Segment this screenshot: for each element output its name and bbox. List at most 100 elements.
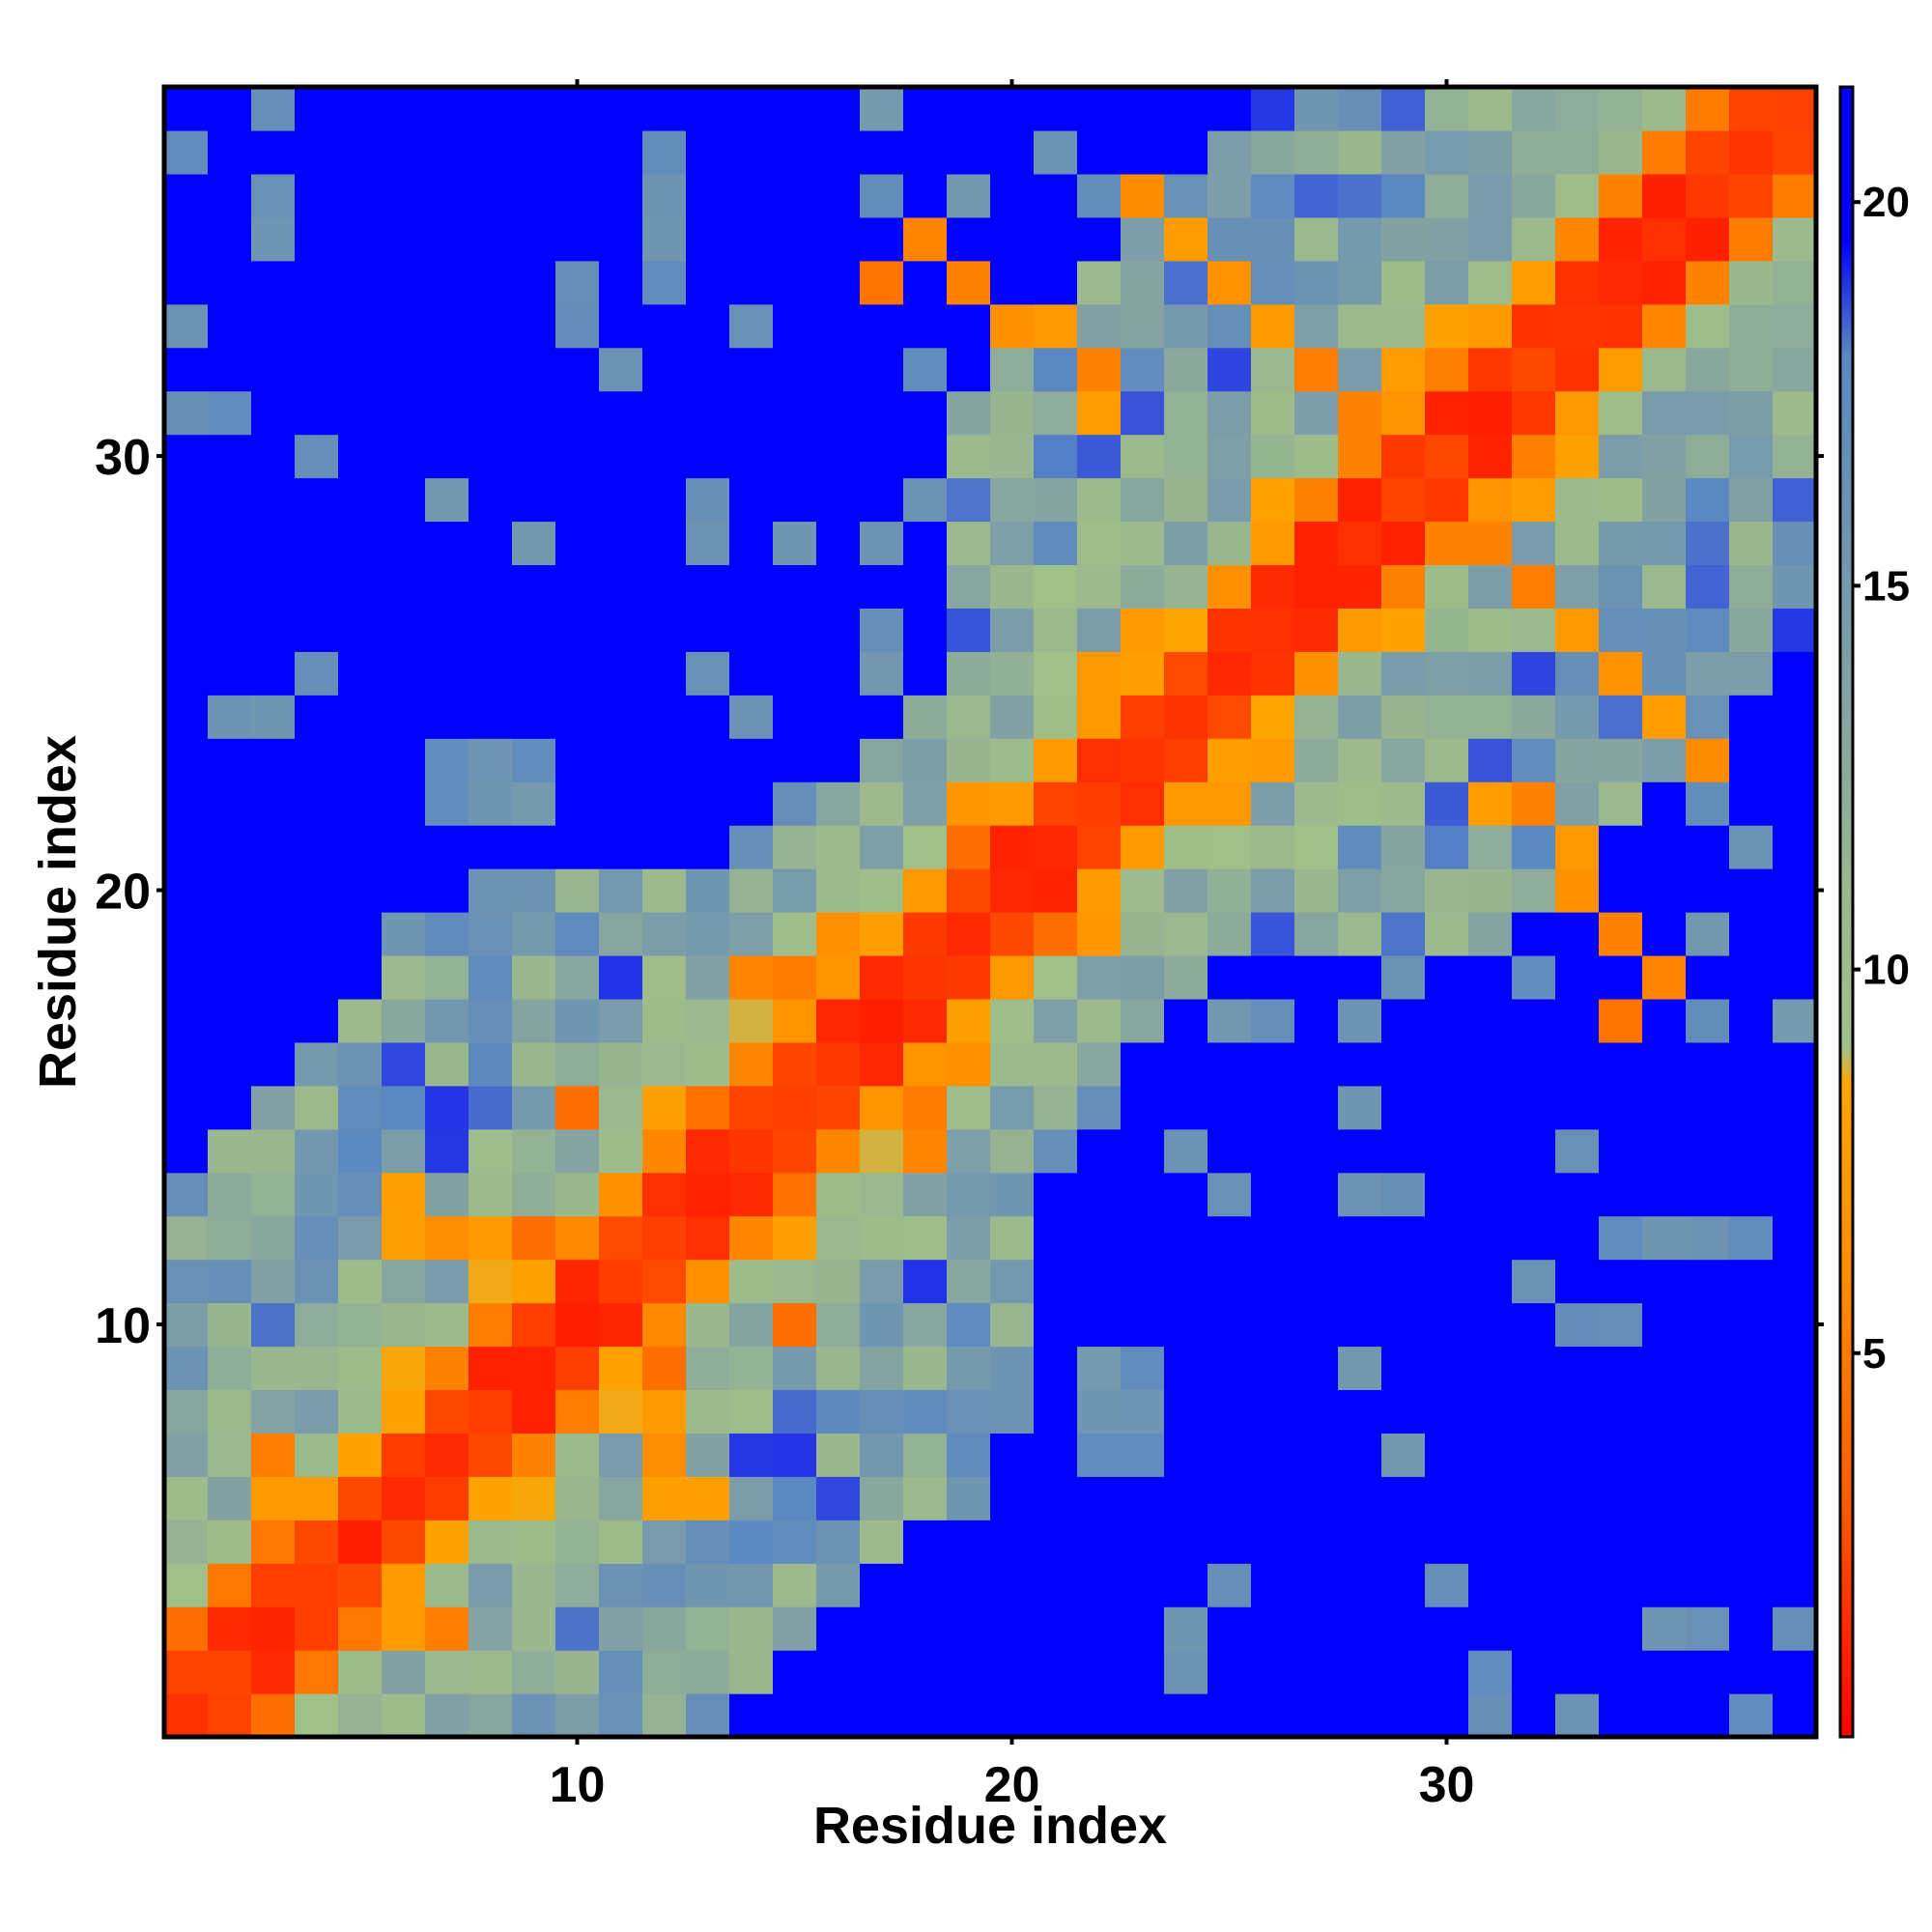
heatmap-cell xyxy=(469,1693,513,1738)
heatmap-cell xyxy=(1077,1476,1122,1520)
heatmap-cell xyxy=(816,1346,861,1391)
heatmap-cell xyxy=(816,1302,861,1348)
heatmap-cell xyxy=(1164,1128,1208,1174)
heatmap-cell xyxy=(1729,1693,1774,1738)
heatmap-cell xyxy=(816,216,861,262)
heatmap-cell xyxy=(1512,173,1556,218)
heatmap-cell xyxy=(1208,173,1252,218)
heatmap-cell xyxy=(208,1085,252,1130)
heatmap-cell xyxy=(773,347,817,392)
heatmap-cell xyxy=(555,868,600,913)
heatmap-cell xyxy=(1555,1346,1600,1391)
heatmap-cell xyxy=(1773,1520,1817,1564)
heatmap-cell xyxy=(990,260,1035,305)
heatmap-cell xyxy=(990,868,1035,913)
heatmap-cell xyxy=(990,825,1035,869)
heatmap-cell xyxy=(295,87,339,131)
heatmap-cell xyxy=(729,303,774,349)
heatmap-cell xyxy=(555,1215,600,1261)
heatmap-cell xyxy=(382,1085,426,1130)
heatmap-cell xyxy=(208,1433,252,1477)
heatmap-cell xyxy=(295,1215,339,1261)
heatmap-cell xyxy=(208,87,252,131)
heatmap-cell xyxy=(1468,87,1513,131)
heatmap-cell xyxy=(295,1606,339,1651)
heatmap-cell xyxy=(1338,954,1382,1000)
heatmap-cell xyxy=(1208,1215,1252,1261)
heatmap-cell xyxy=(208,1389,252,1434)
heatmap-cell xyxy=(208,1128,252,1174)
heatmap-cell xyxy=(1773,1128,1817,1174)
heatmap-cell xyxy=(1555,1041,1600,1087)
heatmap-cell xyxy=(382,87,426,131)
heatmap-cell xyxy=(425,1693,469,1738)
heatmap-cell xyxy=(208,1172,252,1217)
heatmap-cell xyxy=(555,1563,600,1607)
heatmap-cell xyxy=(947,1693,991,1738)
heatmap-cell xyxy=(1468,1389,1513,1434)
heatmap-cell xyxy=(599,1215,643,1261)
heatmap-cell xyxy=(1121,1128,1165,1174)
heatmap-cell xyxy=(382,1172,426,1217)
heatmap-cell xyxy=(599,129,643,175)
heatmap-cell xyxy=(1729,1302,1774,1348)
heatmap-cell xyxy=(1512,1389,1556,1434)
heatmap-cell xyxy=(1512,390,1556,436)
heatmap-cell xyxy=(1773,87,1817,131)
heatmap-cell xyxy=(469,954,513,1000)
heatmap-cell xyxy=(990,1650,1035,1694)
heatmap-cell xyxy=(1208,1650,1252,1694)
heatmap-cell xyxy=(338,390,383,436)
heatmap-cell xyxy=(599,1085,643,1130)
heatmap-cell xyxy=(599,651,643,696)
heatmap-cell xyxy=(1251,695,1295,739)
heatmap-cell xyxy=(1381,608,1426,652)
heatmap-cell xyxy=(1686,1433,1730,1477)
heatmap-cell xyxy=(295,912,339,956)
heatmap-cell xyxy=(1294,1302,1339,1348)
heatmap-cell xyxy=(773,216,817,262)
heatmap-cell xyxy=(1034,347,1078,392)
heatmap-cell xyxy=(164,434,209,479)
heatmap-cell xyxy=(860,651,904,696)
heatmap-cell xyxy=(555,1085,600,1130)
heatmap-cell xyxy=(1599,1346,1643,1391)
heatmap-cell xyxy=(1599,260,1643,305)
heatmap-cell xyxy=(1773,1346,1817,1391)
heatmap-cell xyxy=(425,954,469,1000)
heatmap-cell xyxy=(1338,521,1382,566)
heatmap-cell xyxy=(773,1563,817,1607)
heatmap-cell xyxy=(903,347,948,392)
heatmap-cell xyxy=(860,998,904,1043)
heatmap-cell xyxy=(1381,1433,1426,1477)
heatmap-cell xyxy=(1121,1259,1165,1304)
heatmap-cell xyxy=(1599,695,1643,739)
heatmap-cell xyxy=(860,1041,904,1087)
heatmap-cell xyxy=(295,129,339,175)
heatmap-cell xyxy=(1034,1215,1078,1261)
heatmap-cell xyxy=(1773,1650,1817,1694)
heatmap-cell xyxy=(469,129,513,175)
heatmap-cell xyxy=(425,1172,469,1217)
heatmap-cell xyxy=(425,173,469,218)
heatmap-cell xyxy=(251,173,296,218)
heatmap-cell xyxy=(1294,912,1339,956)
heatmap-cell xyxy=(947,954,991,1000)
heatmap-cell xyxy=(1773,1085,1817,1130)
heatmap-cell xyxy=(1773,1172,1817,1217)
heatmap-cell xyxy=(295,695,339,739)
heatmap-cell xyxy=(729,1346,774,1391)
heatmap-cell xyxy=(1077,1085,1122,1130)
heatmap-cell xyxy=(251,87,296,131)
heatmap-cell xyxy=(1555,1606,1600,1651)
heatmap-cell xyxy=(642,1128,687,1174)
heatmap-cell xyxy=(990,1433,1035,1477)
heatmap-cell xyxy=(686,434,730,479)
heatmap-cell xyxy=(1121,1520,1165,1564)
heatmap-cell xyxy=(164,912,209,956)
heatmap-cell xyxy=(947,1476,991,1520)
heatmap-cell xyxy=(1686,738,1730,782)
heatmap-cell xyxy=(1425,1346,1469,1391)
heatmap-cell xyxy=(1294,825,1339,869)
heatmap-cell xyxy=(1642,347,1687,392)
